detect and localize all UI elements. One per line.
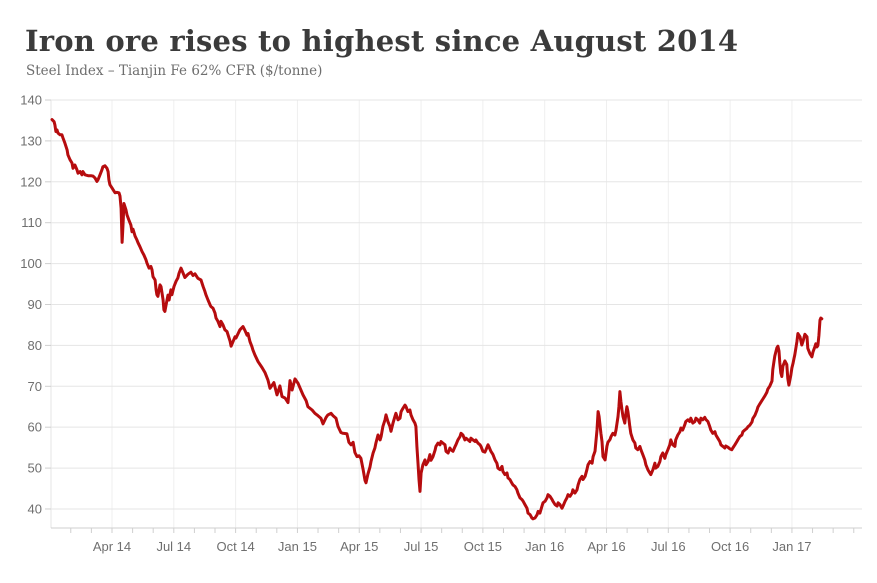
x-axis-label: Jul 15 [404, 539, 439, 554]
x-axis-label: Oct 14 [216, 539, 254, 554]
x-axis-label: Apr 16 [587, 539, 625, 554]
y-axis-label: 120 [20, 174, 42, 189]
y-axis-label: 140 [20, 93, 42, 108]
chart-subtitle: Steel Index – Tianjin Fe 62% CFR ($/tonn… [26, 63, 323, 79]
y-axis-label: 100 [20, 256, 42, 271]
y-axis-label: 70 [28, 379, 42, 394]
x-axis-label: Jul 14 [156, 539, 191, 554]
x-axis-label: Oct 15 [464, 539, 502, 554]
chart-title: Iron ore rises to highest since August 2… [25, 24, 739, 58]
x-axis-label: Jan 16 [525, 539, 564, 554]
x-axis-label: Jan 17 [772, 539, 811, 554]
y-axis: 140 130 120 110 100 90 80 70 60 50 40 [20, 93, 51, 516]
y-axis-label: 60 [28, 420, 42, 435]
axes [50, 100, 862, 529]
iron-ore-price-line [50, 118, 824, 521]
x-axis-label: Apr 14 [93, 539, 131, 554]
y-axis-label: 50 [28, 461, 42, 476]
y-axis-label: 80 [28, 338, 42, 353]
x-axis-label: Apr 15 [340, 539, 378, 554]
y-axis-label: 130 [20, 133, 42, 148]
y-axis-label: 40 [28, 501, 42, 516]
x-axis-label: Oct 16 [711, 539, 749, 554]
x-axis-label: Jan 15 [278, 539, 317, 554]
x-axis-label: Jul 16 [651, 539, 686, 554]
x-axis: Apr 14 Jul 14 Oct 14 Jan 15 Apr 15 Jul 15 Oct … [70, 528, 855, 554]
price-line-series [50, 118, 824, 521]
y-axis-label: 110 [21, 215, 42, 230]
y-axis-label: 90 [28, 297, 42, 312]
vertical-gridlines [111, 100, 793, 528]
horizontal-gridlines [51, 99, 862, 510]
